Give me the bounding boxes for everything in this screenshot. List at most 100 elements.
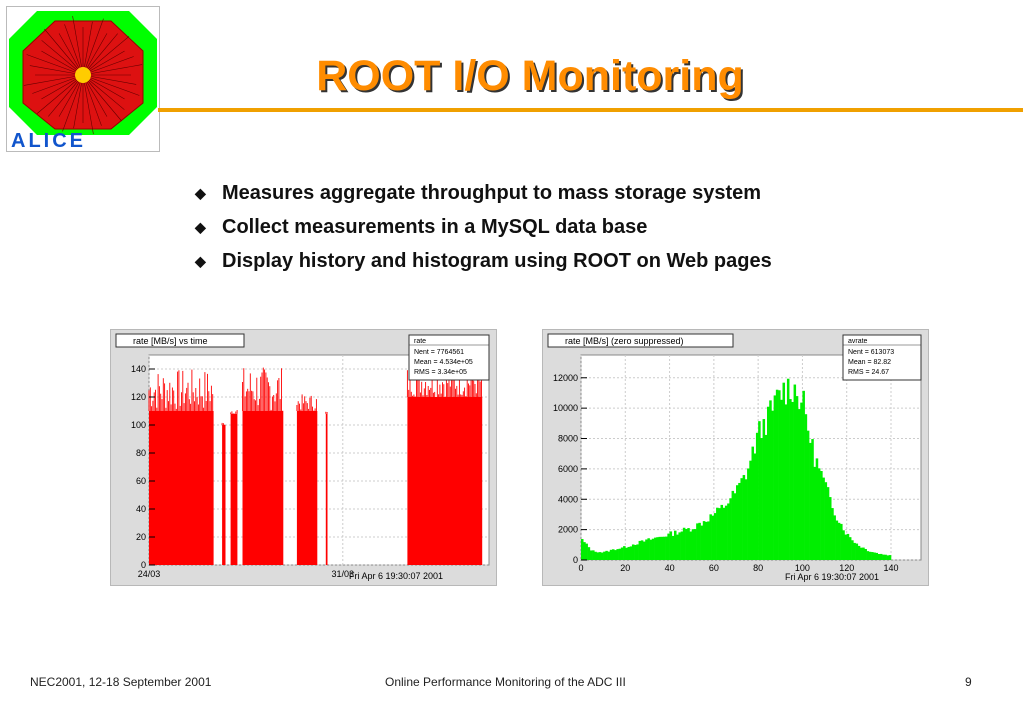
logo-ray (41, 40, 84, 76)
bullet-item: ◆ Measures aggregate throughput to mass s… (195, 176, 772, 210)
logo-ray (82, 74, 102, 126)
histogram-bin (809, 442, 812, 560)
x-tick-label: 24/03 (138, 569, 161, 579)
bullet-item: ◆ Display history and histogram using ROO… (195, 244, 772, 278)
histogram-bin (762, 419, 766, 560)
histogram-bin (740, 478, 743, 560)
chart-title-box (115, 333, 245, 348)
bullet-diamond-icon: ◆ (195, 185, 206, 201)
stats-line: RMS = 24.67 (848, 369, 889, 376)
logo-ray (82, 56, 134, 76)
histogram-bin (731, 490, 735, 560)
histogram-bin (643, 541, 646, 560)
histogram-bin (864, 548, 867, 560)
histogram-bin (711, 515, 715, 560)
histogram-bin (631, 544, 635, 560)
histogram-bin (806, 430, 810, 560)
x-tick-label: 80 (753, 563, 763, 573)
histogram-bin (636, 544, 639, 560)
histogram-bin (691, 529, 695, 560)
stats-box (842, 334, 922, 381)
logo-ray (48, 74, 84, 117)
rate-vs-time-svg: 0 20 40 60 80 100 120 140 24/03 31/03 rate [MB/s… (115, 333, 490, 581)
page-number: 9 (965, 675, 972, 689)
histogram-bin (775, 389, 779, 560)
x-tick-label: 140 (883, 563, 898, 573)
x-tick-label: 31/03 (332, 569, 355, 579)
histogram-bin (724, 505, 728, 560)
logo-ray (82, 64, 143, 76)
histogram-bin (888, 555, 892, 560)
histogram-bin (749, 460, 752, 560)
histogram-bin (844, 534, 848, 560)
logo-ray (72, 15, 84, 76)
histogram-bin (857, 545, 861, 560)
histogram-bin (868, 551, 872, 560)
y-tick-label: 4000 (558, 494, 578, 504)
logo-ray (82, 74, 137, 85)
rate-histogram-svg: 0 2000 4000 6000 8000 10000 12000 0 20 40 60 80 100… (547, 333, 922, 582)
histogram-bin (755, 432, 759, 560)
chart-title: rate [MB/s] vs time (133, 336, 208, 346)
logo-ray (82, 74, 122, 122)
logo-ray (82, 50, 125, 76)
logo-ray (82, 74, 125, 110)
histogram-bin (758, 421, 761, 560)
x-tick-label: 120 (839, 563, 854, 573)
histogram-bin (665, 536, 668, 560)
histogram-bin (848, 537, 852, 560)
histogram-bin (727, 503, 730, 560)
histogram-bin (676, 534, 679, 560)
histogram-bin (884, 554, 887, 560)
histogram-bin (696, 523, 699, 560)
histogram-bin (831, 508, 834, 560)
timestamp: Fri Apr 6 19:30:07 2001 (349, 571, 443, 581)
histogram-bin (671, 535, 675, 560)
y-tick-label: 10000 (553, 403, 578, 413)
histogram-bin (842, 530, 845, 560)
rate-segment-bar (325, 413, 328, 565)
histogram-bin (769, 400, 772, 560)
histogram-bin (634, 544, 637, 560)
histogram-bin (629, 546, 633, 560)
histogram-bin (820, 471, 823, 560)
histogram-bin (751, 446, 755, 560)
logo-ray (23, 74, 84, 86)
histogram-bin (640, 540, 644, 560)
histogram-bin (654, 537, 657, 560)
chart-title: rate [MB/s] (zero suppressed) (565, 336, 684, 346)
histogram-bin (713, 513, 717, 560)
histogram-bin (738, 482, 741, 560)
histogram-bin (736, 485, 739, 560)
histogram-bin (877, 554, 881, 560)
histogram-bin (835, 520, 839, 560)
y-tick-label: 12000 (553, 373, 578, 383)
bullet-text: Collect measurements in a MySQL data bas… (222, 216, 648, 238)
histogram-bin (689, 531, 693, 560)
histogram-bin (804, 414, 808, 560)
histogram-bin (612, 549, 615, 560)
y-tick-label: 40 (136, 504, 146, 514)
stats-line: Mean = 4.534e+05 (414, 359, 473, 366)
logo-ray (82, 18, 104, 76)
histogram-bin (587, 547, 591, 560)
histogram-bin (607, 551, 611, 560)
stats-line: Mean = 82.82 (848, 359, 891, 366)
bullet-text: Display history and histogram using ROOT… (222, 250, 772, 272)
histogram-bin (798, 409, 801, 560)
histogram-bin (742, 475, 746, 560)
histogram-bin (687, 528, 690, 560)
histogram-bin (693, 529, 697, 560)
histogram-bin (700, 525, 704, 560)
logo-ray (73, 74, 84, 129)
histogram-bin (778, 390, 781, 560)
x-tick-label: 20 (620, 563, 630, 573)
bullet-diamond-icon: ◆ (195, 253, 206, 269)
chart-title-box (547, 333, 734, 348)
histogram-bin (600, 552, 604, 560)
histogram-bin (669, 531, 673, 560)
histogram-bin (744, 479, 748, 560)
logo-text: ALICE (11, 130, 86, 151)
y-tick-label: 2000 (558, 525, 578, 535)
y-tick-label: 6000 (558, 464, 578, 474)
